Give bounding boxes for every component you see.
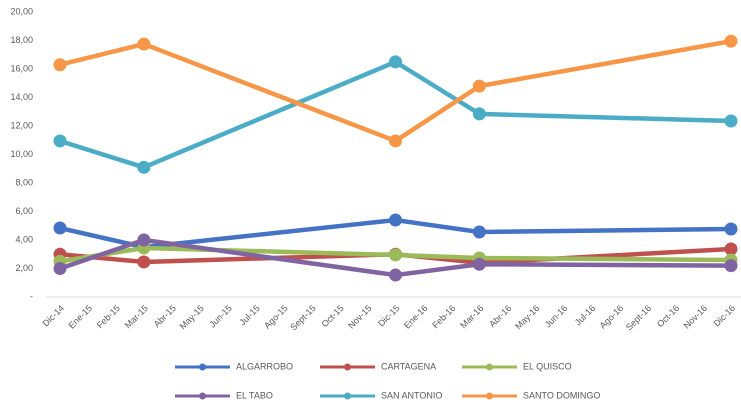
data-point <box>724 222 738 236</box>
legend-marker <box>486 363 493 371</box>
y-tick-label: 6,00 <box>15 206 33 216</box>
y-tick-label: 2,00 <box>15 263 33 273</box>
x-tick-label: Jun-15 <box>207 303 234 330</box>
y-tick-label: 12,00 <box>10 120 33 130</box>
x-tick-label: Oct-15 <box>320 303 346 329</box>
legend-marker <box>344 392 351 400</box>
x-tick-label: Abr-15 <box>152 303 178 329</box>
x-tick-label: Nov-15 <box>346 303 374 331</box>
data-point <box>724 259 738 273</box>
x-tick-label: Mar-15 <box>123 303 150 330</box>
x-tick-label: Oct-16 <box>655 303 681 329</box>
legend-label: SAN ANTONIO <box>381 390 442 400</box>
data-point <box>472 257 486 271</box>
x-tick-label: Dic-16 <box>712 303 737 328</box>
x-tick-label: Mar-16 <box>458 303 485 330</box>
x-tick-label: Jun-16 <box>543 303 570 330</box>
x-tick-label: Dic-14 <box>41 303 66 328</box>
legend-label: EL QUISCO <box>523 361 572 371</box>
data-point <box>472 79 486 93</box>
data-point <box>389 248 402 262</box>
x-tick-label: Jul-15 <box>237 303 261 327</box>
data-point <box>472 225 486 239</box>
data-point <box>724 114 738 128</box>
x-tick-label: Feb-15 <box>95 303 122 330</box>
data-point <box>137 37 151 51</box>
x-tick-label: May-15 <box>178 303 206 331</box>
data-point <box>472 107 486 121</box>
x-tick-label: Ene-15 <box>66 303 94 331</box>
data-point <box>724 34 738 48</box>
x-tick-label: May-16 <box>513 303 541 331</box>
legend-label: ALGARROBO <box>236 361 293 371</box>
data-point <box>389 268 402 282</box>
x-tick-label: Sept-16 <box>624 303 653 332</box>
y-tick-label: - <box>30 291 33 301</box>
legend-marker <box>486 392 493 400</box>
x-tick-label: Ago-16 <box>598 303 626 331</box>
legend-marker <box>199 392 206 400</box>
y-tick-label: 20,00 <box>10 6 33 16</box>
x-tick-label: Ago-15 <box>262 303 290 331</box>
x-tick-label: Nov-16 <box>682 303 710 331</box>
series-line <box>59 59 732 170</box>
data-point <box>137 255 151 269</box>
data-point <box>53 262 67 275</box>
data-point <box>137 160 151 174</box>
data-point <box>137 233 151 247</box>
x-tick-label: Jul-16 <box>573 303 597 327</box>
data-point <box>389 55 402 69</box>
legend-marker <box>344 363 351 371</box>
x-tick-label: Abr-16 <box>487 303 513 329</box>
y-tick-label: 8,00 <box>15 177 33 187</box>
legend-label: SANTO DOMINGO <box>523 390 600 400</box>
y-tick-label: 10,00 <box>10 149 33 159</box>
legend-label: EL TABO <box>236 390 273 400</box>
y-tick-label: 16,00 <box>10 63 33 73</box>
data-point <box>53 221 67 235</box>
data-point <box>53 134 67 148</box>
x-tick-label: Feb-16 <box>430 303 457 330</box>
y-tick-label: 14,00 <box>10 92 33 102</box>
x-tick-label: Dic-15 <box>376 303 401 328</box>
data-point <box>389 213 402 227</box>
data-point <box>53 58 67 72</box>
x-tick-label: Ene-16 <box>402 303 430 331</box>
legend-marker <box>199 363 206 371</box>
y-tick-label: 18,00 <box>10 35 33 45</box>
y-tick-label: 4,00 <box>15 234 33 244</box>
legend-label: CARTAGENA <box>381 361 436 371</box>
data-point <box>724 242 738 256</box>
x-tick-label: Sept-15 <box>288 303 317 332</box>
data-point <box>389 134 402 148</box>
